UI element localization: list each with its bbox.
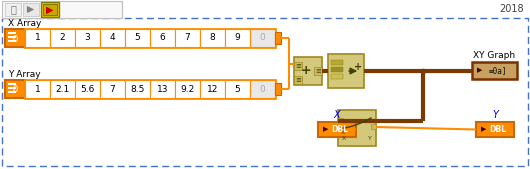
Text: 2018: 2018 (499, 4, 524, 14)
Text: 6: 6 (160, 33, 165, 42)
Bar (225, 29, 250, 47)
Text: 9.2: 9.2 (180, 84, 195, 93)
Text: X: X (342, 137, 346, 141)
Bar (338, 130, 343, 135)
Bar (200, 29, 225, 47)
Text: ≡0a]: ≡0a] (488, 66, 507, 75)
Bar (25, 80, 50, 98)
Bar (476, 122, 514, 137)
Text: X.: X. (341, 130, 347, 136)
Text: DBL: DBL (490, 125, 507, 134)
Bar (8, 32, 16, 34)
Bar (25, 29, 50, 47)
Text: 0: 0 (260, 84, 266, 93)
Text: 7: 7 (184, 33, 190, 42)
Text: 8.5: 8.5 (130, 84, 145, 93)
Bar (50, 29, 75, 47)
Text: 3: 3 (85, 33, 91, 42)
Bar (225, 80, 250, 98)
Bar (200, 80, 225, 98)
Text: 5.6: 5.6 (81, 84, 95, 93)
Bar (5, 80, 25, 98)
Bar (50, 80, 75, 98)
Bar (5, 3, 21, 16)
Bar (175, 80, 200, 98)
Bar (8, 87, 16, 89)
Text: 0: 0 (12, 34, 17, 43)
Text: 8: 8 (210, 33, 215, 42)
Bar (100, 29, 125, 47)
Bar (8, 91, 16, 93)
Bar (371, 124, 376, 129)
Bar (125, 29, 150, 47)
Text: 12: 12 (207, 84, 218, 93)
Text: ≡: ≡ (315, 68, 321, 74)
Bar (75, 80, 100, 98)
Text: 13: 13 (157, 84, 168, 93)
Text: Y Array: Y Array (8, 70, 41, 79)
Text: ≡: ≡ (295, 63, 301, 69)
Text: +: + (301, 65, 311, 78)
Text: 0: 0 (260, 33, 266, 42)
Bar (75, 29, 100, 47)
Text: X Array: X Array (8, 19, 41, 28)
Bar (23, 3, 39, 16)
Bar (250, 80, 275, 98)
Bar (472, 62, 517, 79)
Text: XY Graph: XY Graph (473, 51, 516, 60)
Text: ▶: ▶ (477, 67, 482, 74)
Text: X: X (334, 110, 340, 120)
Bar (25, 80, 275, 98)
Bar (8, 40, 16, 42)
Text: ≡: ≡ (295, 77, 301, 83)
Text: 1: 1 (34, 33, 40, 42)
Text: 2: 2 (60, 33, 65, 42)
Bar (2, 18, 528, 166)
Bar (331, 67, 343, 72)
Text: 9: 9 (235, 33, 241, 42)
Text: Y: Y (492, 110, 498, 120)
Text: 4: 4 (110, 33, 116, 42)
Bar (25, 29, 275, 47)
Bar (294, 57, 322, 85)
Bar (275, 32, 281, 44)
Bar (338, 110, 376, 146)
Bar (338, 118, 343, 123)
Text: 5: 5 (135, 33, 140, 42)
Text: ▶: ▶ (323, 127, 329, 132)
Bar (150, 80, 175, 98)
Text: +: + (354, 62, 362, 72)
Bar (328, 54, 364, 88)
Text: 1: 1 (34, 84, 40, 93)
Bar (43, 4, 57, 15)
Text: 0: 0 (12, 86, 17, 94)
Bar (125, 80, 150, 98)
Bar (41, 2, 59, 17)
Bar (8, 36, 16, 38)
Text: ✋: ✋ (10, 5, 16, 15)
Bar (331, 74, 343, 79)
Bar (318, 122, 356, 137)
Text: 2.1: 2.1 (55, 84, 69, 93)
Bar (5, 29, 25, 47)
Bar (100, 80, 125, 98)
Bar (275, 83, 281, 95)
Bar (150, 29, 175, 47)
Text: Y: Y (368, 137, 372, 141)
Text: DBL: DBL (331, 125, 349, 134)
Bar (294, 62, 302, 70)
Bar (250, 29, 275, 47)
Bar (331, 60, 343, 65)
Text: ▶: ▶ (481, 127, 487, 132)
Bar (294, 76, 302, 84)
Text: 5: 5 (235, 84, 241, 93)
Text: 7: 7 (110, 84, 116, 93)
Bar (175, 29, 200, 47)
Bar (2, 1, 122, 18)
Bar (8, 83, 16, 85)
Text: ▶: ▶ (46, 5, 54, 15)
Bar (314, 67, 322, 75)
